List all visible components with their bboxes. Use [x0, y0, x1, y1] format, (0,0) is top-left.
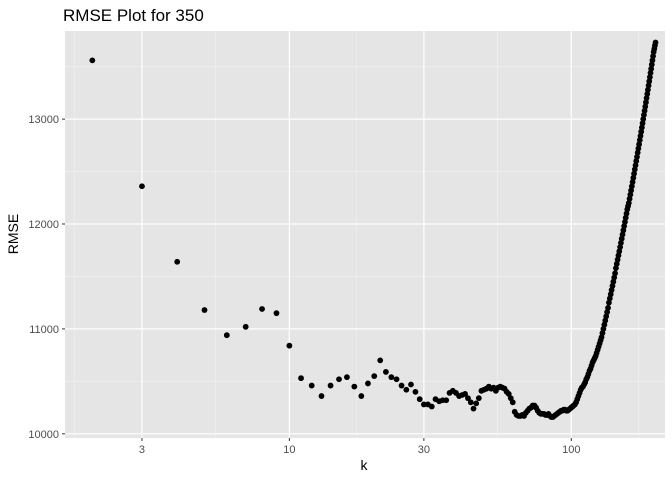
data-point [259, 306, 265, 312]
data-point [344, 374, 350, 381]
data-point [201, 307, 208, 313]
y-axis-title: RMSE [5, 214, 21, 254]
data-point [420, 401, 427, 408]
data-point [403, 386, 410, 393]
data-point [242, 323, 249, 330]
data-point [475, 395, 482, 402]
major-gridlines [65, 31, 665, 438]
data-point [223, 332, 230, 339]
data-point [416, 396, 423, 403]
data-point [327, 382, 334, 389]
y-tick-label: 10000 [28, 429, 59, 441]
data-point [652, 39, 659, 46]
x-tick-label: 10 [283, 444, 295, 456]
data-point [473, 400, 480, 407]
data-point [273, 310, 280, 317]
data-points [89, 39, 659, 420]
data-point [365, 380, 371, 387]
x-tick-label: 30 [418, 444, 430, 456]
data-point [298, 375, 304, 382]
plot-panel [65, 31, 665, 438]
data-point [371, 373, 378, 380]
data-point [393, 376, 400, 383]
y-tick-label: 12000 [28, 219, 59, 231]
data-point [351, 383, 358, 390]
minor-gridlines [65, 31, 665, 438]
data-point [174, 258, 181, 265]
data-point [139, 183, 145, 190]
y-tick-label: 11000 [29, 324, 59, 336]
data-point [612, 270, 618, 277]
x-axis-tick-labels: 3 10 30 100 [139, 444, 581, 456]
data-point [465, 395, 471, 402]
data-point [605, 305, 611, 311]
x-axis-title: k [361, 457, 369, 473]
y-tick-label: 13000 [28, 114, 59, 126]
data-point [286, 342, 293, 349]
data-point [509, 399, 516, 406]
data-point [467, 399, 474, 406]
data-point [428, 403, 435, 410]
data-point [383, 369, 389, 375]
data-point [336, 376, 342, 383]
data-point [412, 388, 419, 395]
data-point [388, 374, 395, 381]
data-point [398, 382, 405, 389]
x-tick-label: 3 [139, 444, 145, 456]
data-point [308, 382, 315, 389]
data-point [377, 357, 384, 364]
data-point [89, 57, 96, 64]
data-point [462, 391, 468, 397]
axis-ticks [62, 118, 572, 441]
data-point [318, 393, 325, 399]
data-point [470, 405, 477, 412]
data-point [358, 393, 365, 399]
chart-title: RMSE Plot for 350 [63, 6, 204, 25]
x-tick-label: 100 [562, 444, 580, 456]
data-point [408, 381, 414, 388]
y-axis-tick-labels: 10000 11000 12000 13000 [28, 114, 59, 441]
data-point [443, 397, 450, 404]
